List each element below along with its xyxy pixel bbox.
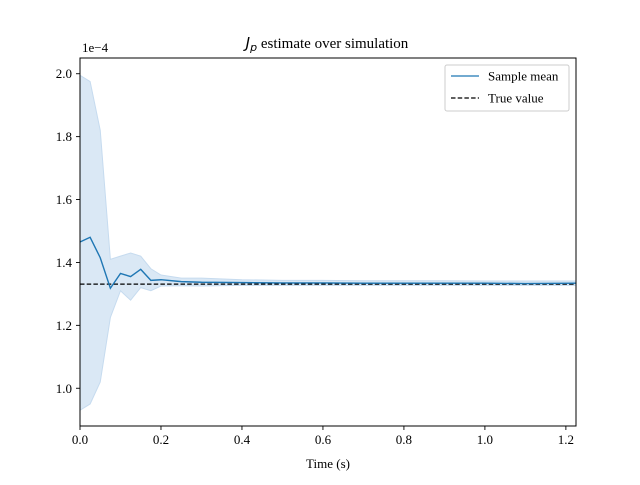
y-tick-label: 1.0 [56,381,72,396]
legend-label-sample-mean: Sample mean [488,69,559,84]
x-axis-ticks: 0.0 0.2 0.4 0.6 0.8 1.0 1.2 [72,426,574,447]
axes-frame [79,57,577,427]
y-tick-label: 1.6 [56,192,73,207]
y-tick-label: 2.0 [56,66,72,81]
chart-title-subscript: p [249,41,257,54]
confidence-band [79,74,577,412]
x-tick-label: 0.6 [315,432,332,447]
x-tick-label: 0.4 [234,432,251,447]
y-tick-label: 1.4 [56,255,73,270]
y-tick-label: 1.2 [56,318,72,333]
y-tick-label: 1.8 [56,129,72,144]
x-tick-label: 1.2 [558,432,574,447]
x-tick-label: 0.2 [153,432,169,447]
legend-label-true-value: True value [488,91,544,106]
x-tick-label: 0.0 [72,432,88,447]
chart-title: Jp estimate over simulation [243,34,409,54]
series-line-layer [79,236,577,290]
sample-mean-line [79,236,577,290]
confidence-band-layer [79,74,577,412]
x-tick-label: 1.0 [477,432,493,447]
legend: Sample mean True value [444,64,570,112]
x-tick-label: 0.8 [396,432,412,447]
chart-title-symbol: J [243,34,250,52]
y-axis-ticks: 1.0 1.2 1.4 1.6 1.8 2.0 [56,66,80,396]
x-axis-label: Time (s) [306,456,350,471]
y-offset-label: 1e−4 [82,40,109,55]
chart-title-text: estimate over simulation [257,36,409,52]
